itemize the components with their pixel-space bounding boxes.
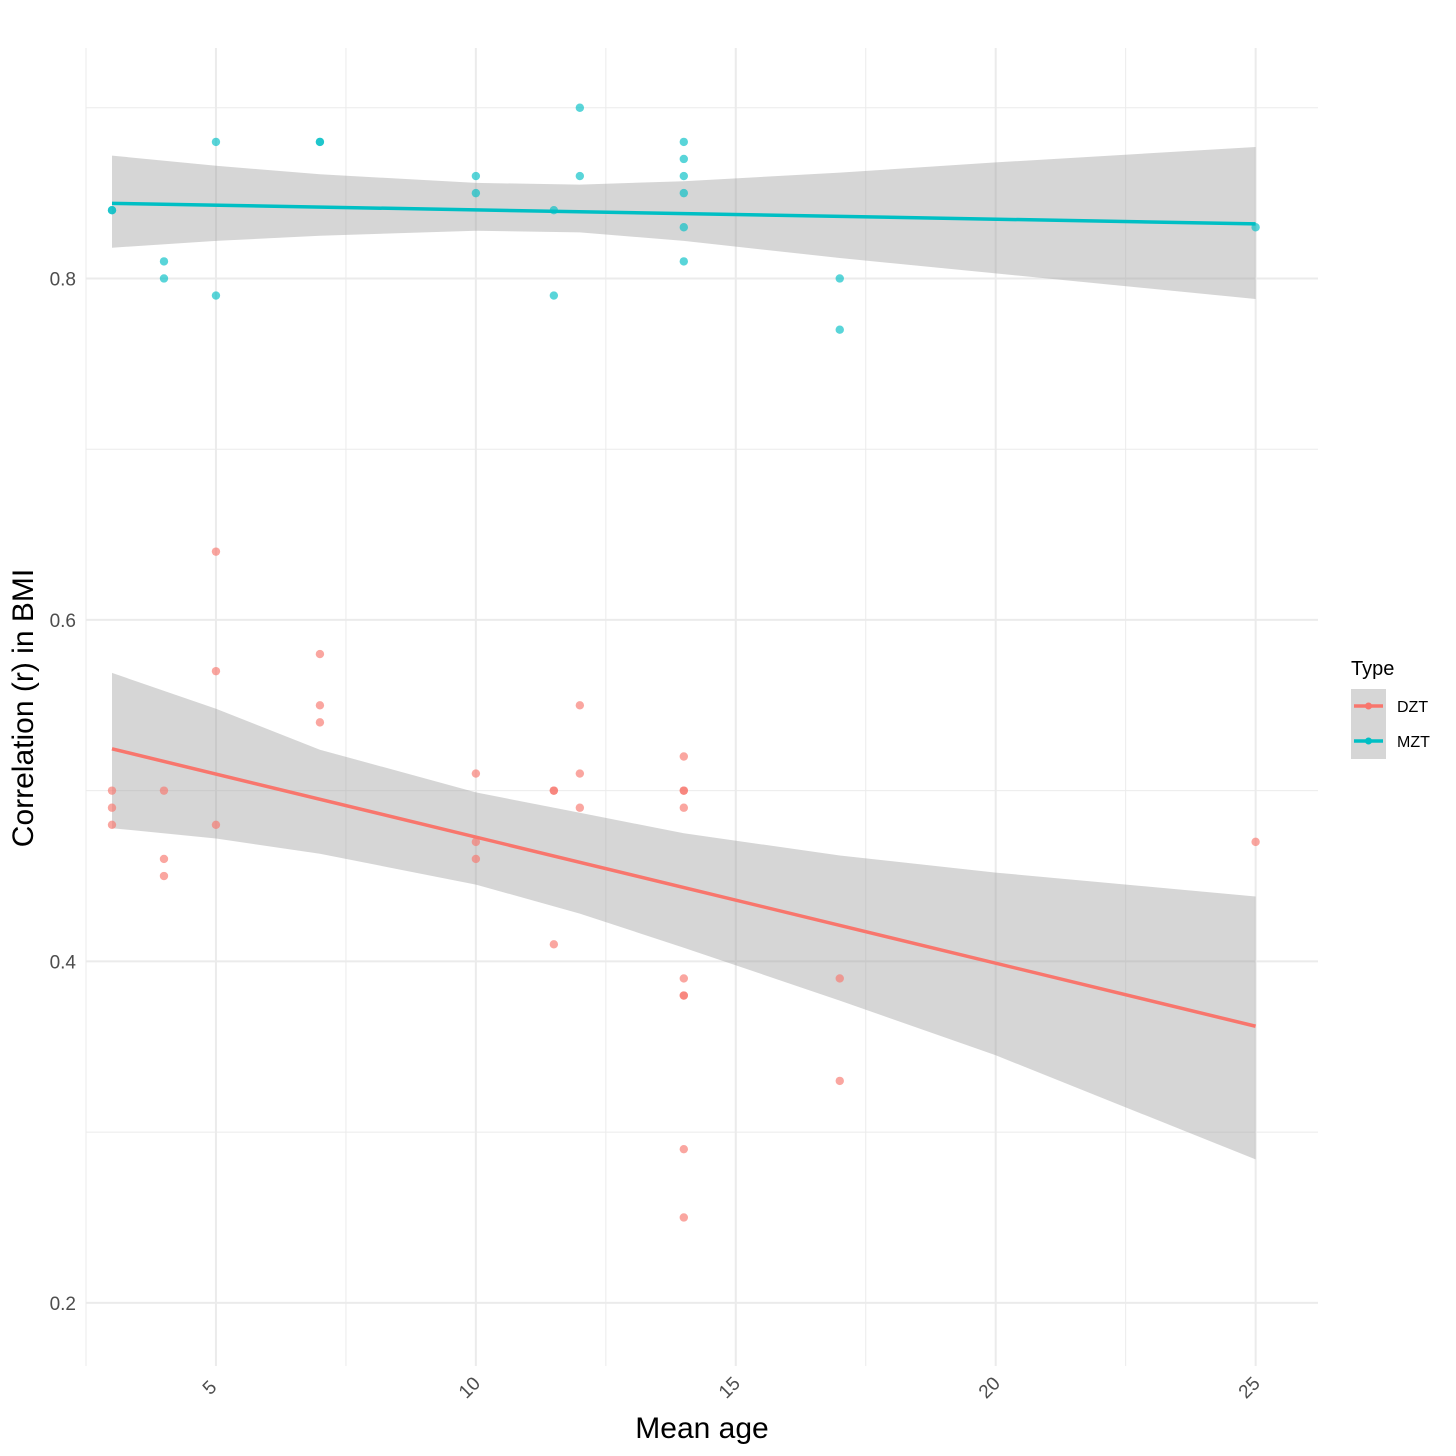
data-point-mzt [107, 205, 117, 215]
data-point-dzt [159, 786, 169, 795]
data-point-dzt [679, 991, 689, 1000]
data-point-dzt [211, 666, 221, 676]
data-point-dzt [107, 820, 117, 830]
data-point-mzt [835, 274, 844, 283]
data-point-dzt [575, 803, 585, 812]
legend-title: Type [1351, 658, 1394, 680]
data-point-dzt [679, 974, 689, 983]
legend-key-point-dzt [1365, 702, 1372, 710]
data-point-dzt [471, 854, 481, 864]
data-point-mzt [679, 257, 689, 266]
grid-major [86, 48, 1318, 1366]
data-point-mzt [159, 274, 169, 283]
data-point-mzt [549, 291, 559, 300]
data-point-dzt [679, 1144, 689, 1154]
grid-minor [85, 48, 1318, 1366]
confidence-band-mzt [112, 147, 1256, 299]
data-point-mzt [575, 103, 585, 112]
confidence-band-dzt [112, 672, 1256, 1160]
data-point-dzt [679, 786, 689, 795]
data-point-dzt [107, 803, 117, 812]
data-point-dzt [679, 752, 689, 761]
data-point-dzt [835, 1076, 844, 1086]
y-axis-ticks: 0.2 0.4 0.6 0.8 [50, 269, 77, 1314]
data-point-dzt [159, 854, 169, 864]
data-point-dzt [107, 786, 117, 795]
y-tick-label: 0.6 [50, 611, 76, 632]
y-tick-label: 0.8 [50, 269, 76, 290]
data-point-dzt [315, 701, 325, 710]
data-point-dzt [679, 1213, 689, 1222]
data-point-mzt [211, 137, 221, 147]
legend-label-dzt: DZT [1397, 699, 1428, 716]
data-point-mzt [211, 291, 221, 300]
data-point-dzt [211, 820, 221, 830]
data-point-dzt [471, 769, 481, 778]
data-point-dzt [679, 803, 689, 812]
fit-line-dzt [111, 747, 1257, 1028]
data-point-dzt [471, 837, 481, 847]
data-point-dzt [211, 547, 221, 556]
data-point-dzt [575, 701, 585, 710]
x-axis-title: Mean age [635, 1412, 768, 1445]
data-point-mzt [679, 223, 689, 232]
data-points [107, 103, 1260, 1222]
data-point-mzt [679, 171, 689, 181]
data-point-dzt [315, 649, 325, 659]
data-point-dzt [159, 871, 169, 881]
y-tick-label: 0.4 [50, 952, 77, 973]
data-point-mzt [471, 171, 481, 181]
data-point-dzt [835, 974, 844, 983]
y-tick-label: 0.2 [50, 1294, 76, 1315]
confidence-bands [112, 147, 1256, 1160]
data-point-mzt [315, 137, 325, 147]
data-point-mzt [679, 188, 689, 198]
data-point-mzt [835, 325, 844, 334]
data-point-mzt [159, 257, 169, 266]
data-point-dzt [549, 940, 559, 949]
data-point-mzt [471, 188, 481, 198]
data-point-mzt [679, 154, 689, 164]
legend-label-mzt: MZT [1397, 734, 1430, 751]
data-point-dzt [549, 786, 559, 795]
y-axis-title: Correlation (r) in BMI [7, 569, 40, 847]
data-point-dzt [575, 769, 585, 778]
data-point-mzt [575, 171, 585, 181]
data-point-mzt [679, 137, 689, 147]
legend: Type DZT MZT [1351, 658, 1430, 759]
legend-key-point-mzt [1365, 737, 1372, 745]
data-point-dzt [1251, 837, 1260, 847]
data-point-dzt [315, 718, 325, 727]
fit-line-mzt [111, 201, 1256, 226]
fit-lines [111, 201, 1257, 1028]
